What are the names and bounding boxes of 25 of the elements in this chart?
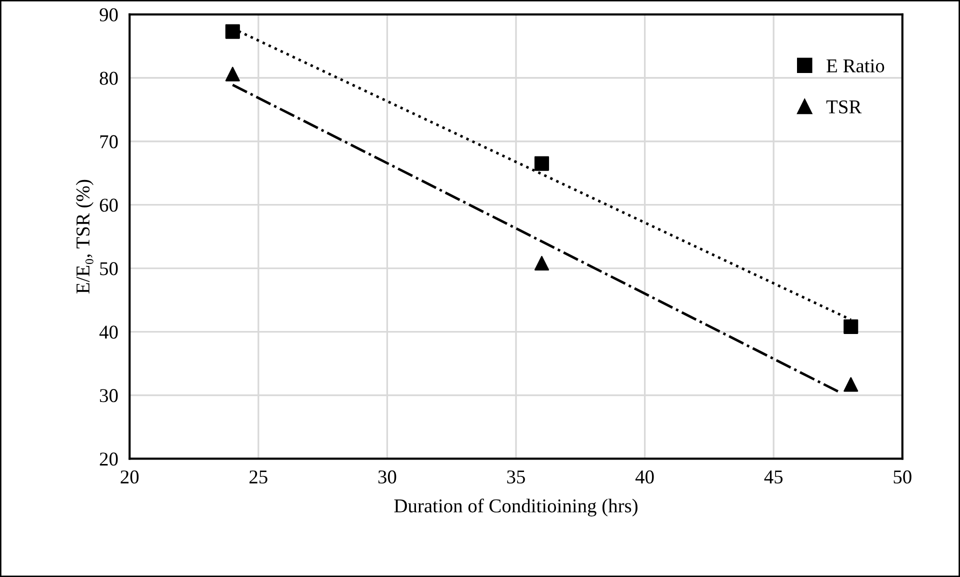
x-tick-label: 45 [764, 470, 783, 484]
x-axis-title: Duration of Conditioining (hrs) [394, 498, 638, 516]
y-tick-label: 50 [100, 262, 118, 276]
legend-label: E Ratio [826, 59, 884, 72]
point [225, 66, 240, 82]
x-tick-label: 30 [378, 470, 396, 484]
y-tick-label: 90 [100, 8, 118, 22]
x-tick-label: 25 [250, 470, 268, 484]
y-tick-label: 70 [100, 135, 118, 148]
y-tick-label: 80 [100, 72, 118, 85]
x-tick-label: 50 [894, 470, 912, 484]
point [534, 256, 550, 271]
x-tick-label: 40 [635, 470, 654, 484]
point [225, 24, 240, 39]
point [844, 377, 858, 392]
legend-label: TSR [826, 100, 862, 114]
y-tick-label: 30 [100, 389, 118, 402]
y-tick-label: 20 [100, 452, 118, 466]
point [534, 156, 550, 171]
y-tick-label: 60 [100, 198, 118, 212]
point [844, 319, 858, 334]
x-tick-label: 35 [507, 470, 525, 484]
y-axis-title: E/E₀, TSR (%) [76, 180, 94, 294]
x-tick-label: 20 [120, 470, 139, 484]
y-tick-label: 40 [99, 326, 118, 339]
